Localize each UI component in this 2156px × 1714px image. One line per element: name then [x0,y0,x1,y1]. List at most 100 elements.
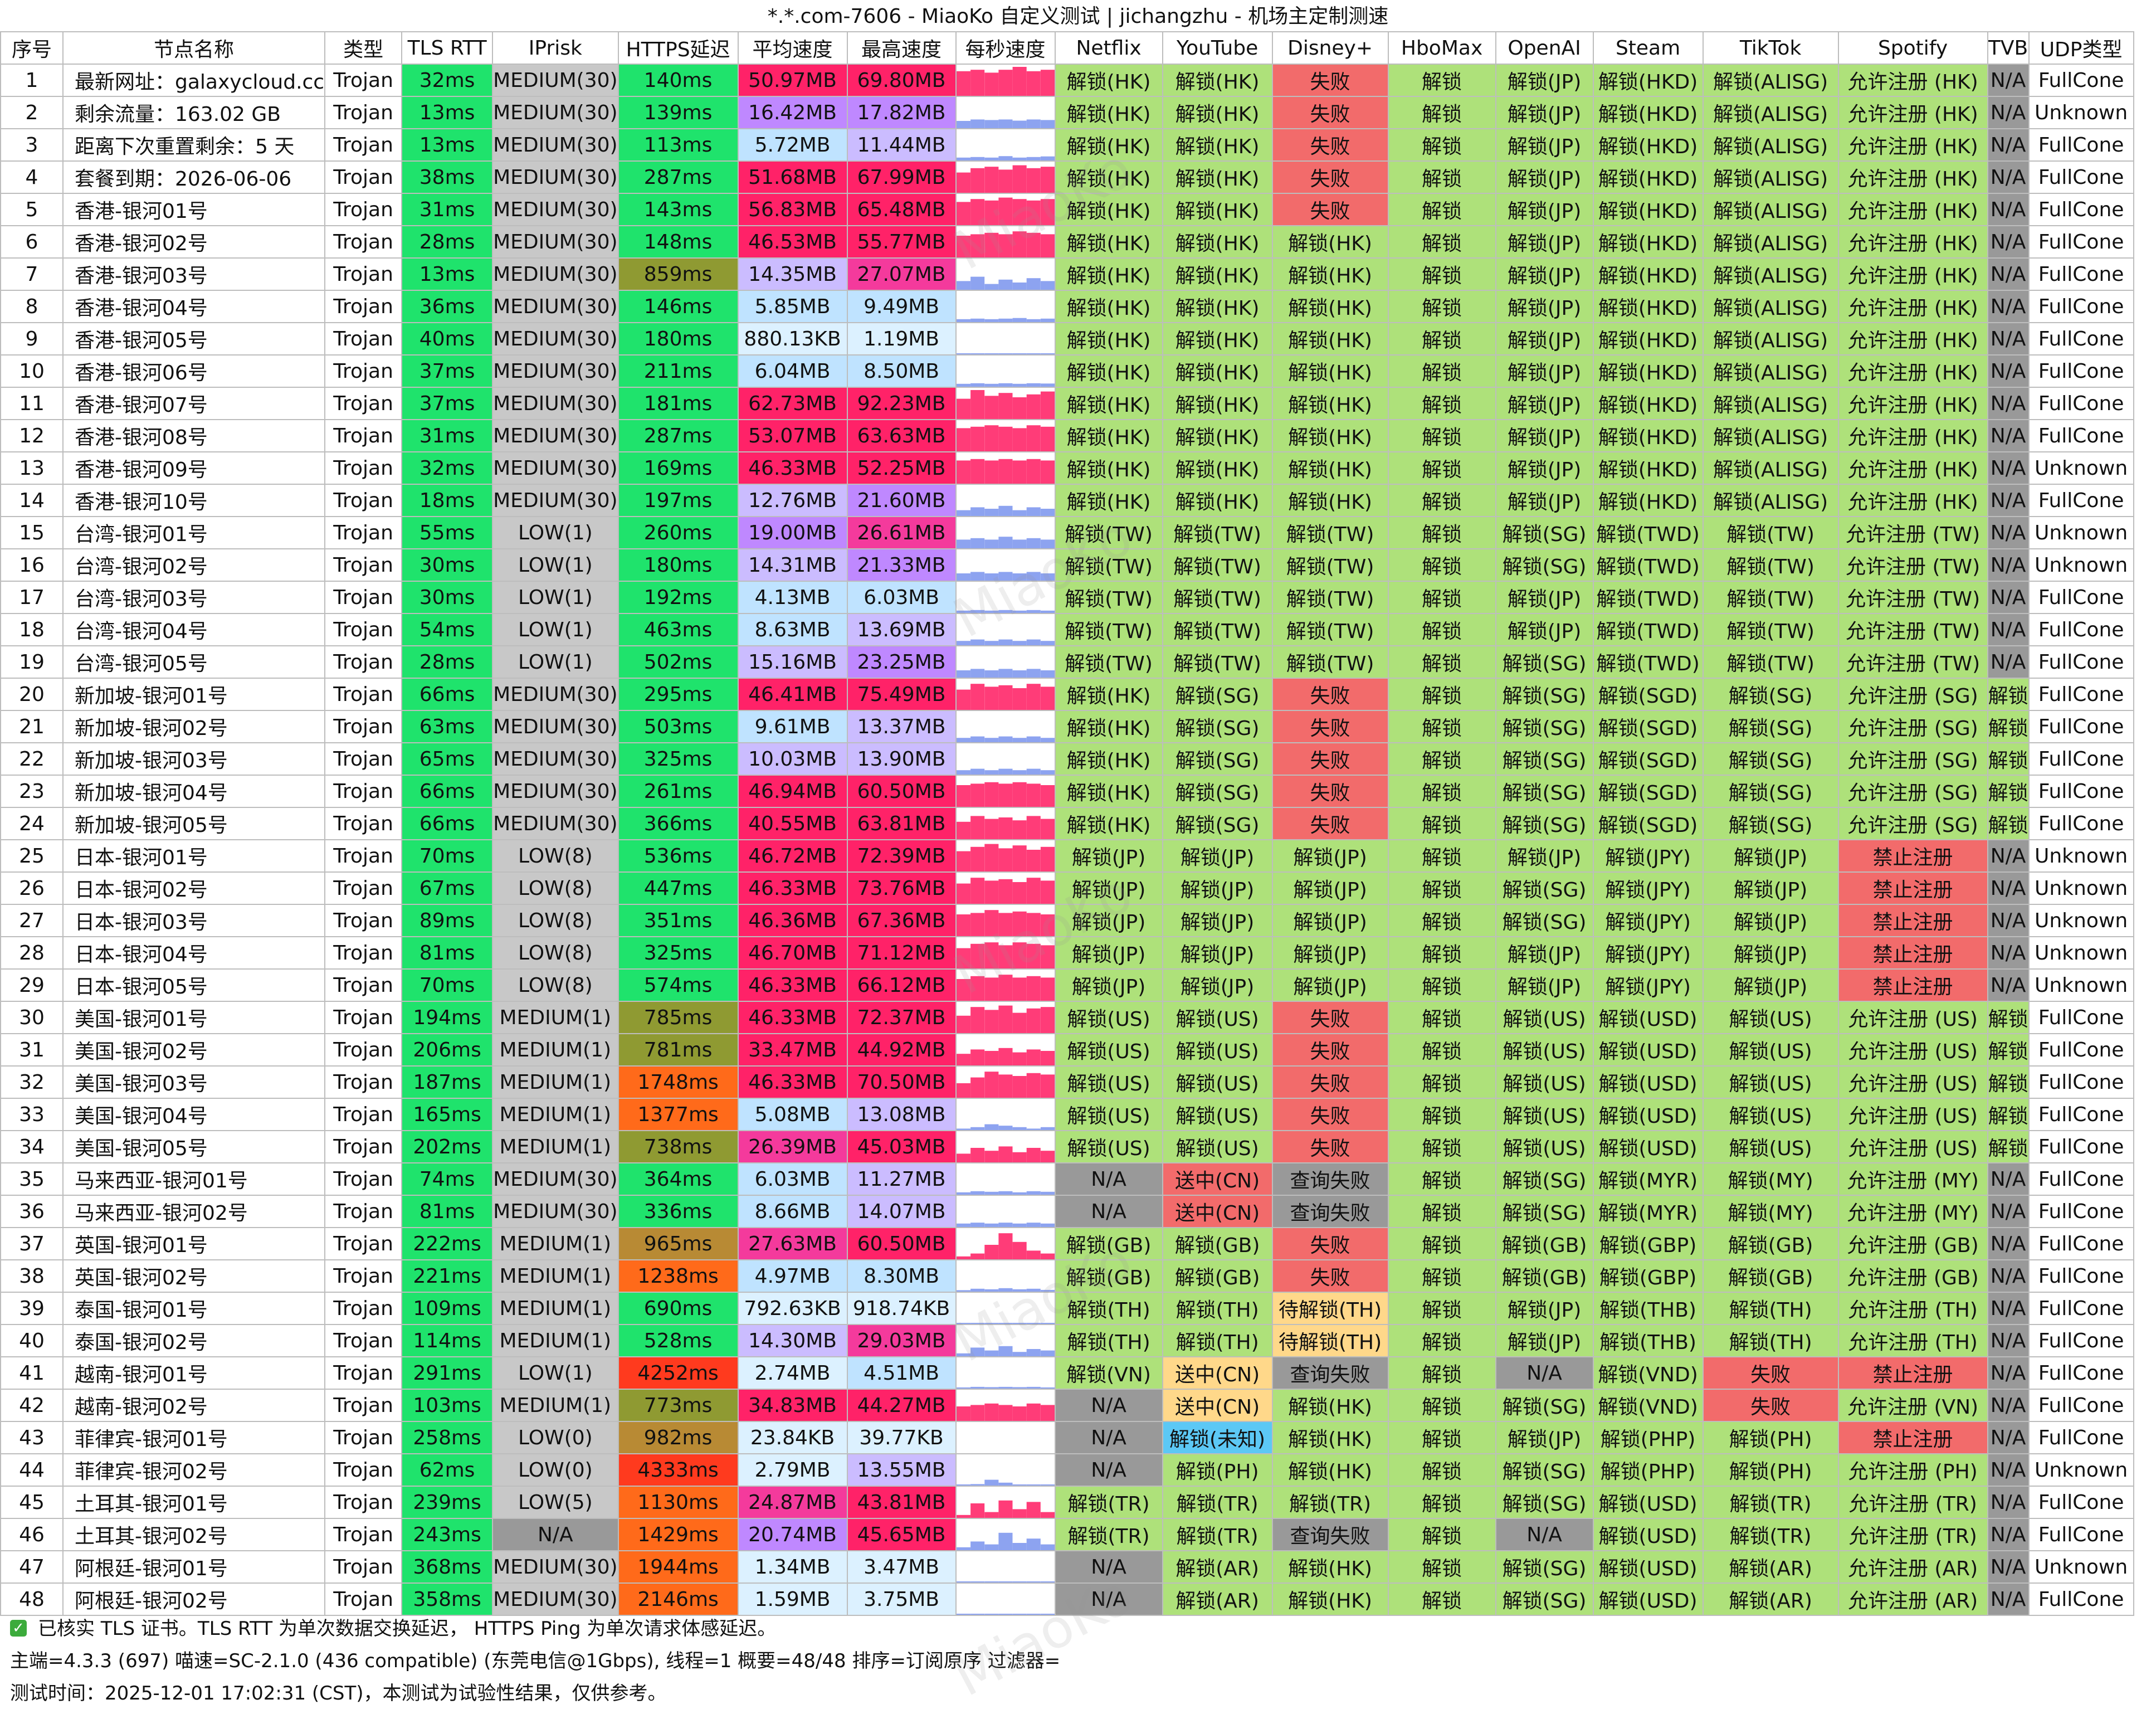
table-row[interactable]: 19 台湾-银河05号 Trojan 28ms LOW(1) 502ms 15.16MB 23… [0,645,2134,679]
header-udp-type[interactable]: UDP类型 [2028,31,2134,65]
table-row[interactable]: 48 阿根廷-银河02号 Trojan 358ms MEDIUM(30) 2146ms 1.… [0,1582,2134,1616]
table-row[interactable]: 47 阿根廷-银河01号 Trojan 368ms MEDIUM(30) 1944ms 1.… [0,1550,2134,1584]
table-row[interactable]: 18 台湾-银河04号 Trojan 54ms LOW(1) 463ms 8.63MB 13.… [0,613,2134,646]
table-row[interactable]: 29 日本-银河05号 Trojan 70ms LOW(8) 574ms 46.33MB 66… [0,968,2134,1002]
header-netflix[interactable]: Netflix [1054,31,1163,65]
table-row[interactable]: 3 距离下次重置剩余：5 天 Trojan 13ms MEDIUM(30) 113ms 5.… [0,128,2134,162]
table-row[interactable]: 8 香港-银河04号 Trojan 36ms MEDIUM(30) 146ms 5.85MB… [0,290,2134,323]
table-row[interactable]: 2 剩余流量：163.02 GB Trojan 13ms MEDIUM(30) 139ms… [0,96,2134,129]
footer-tls-note: ✓ 已核实 TLS 证书。TLS RTT 为单次数据交换延迟， HTTPS Pin… [0,1613,2156,1645]
table-row[interactable]: 24 新加坡-银河05号 Trojan 66ms MEDIUM(30) 366ms 40.5… [0,807,2134,840]
table-row[interactable]: 23 新加坡-银河04号 Trojan 66ms MEDIUM(30) 261ms 46.9… [0,775,2134,808]
cell-tvb: N/A [1987,1486,2030,1519]
table-row[interactable]: 20 新加坡-银河01号 Trojan 66ms MEDIUM(30) 295ms 46.4… [0,678,2134,711]
table-row[interactable]: 42 越南-银河02号 Trojan 103ms MEDIUM(1) 773ms 34.83… [0,1389,2134,1422]
cell-disney-plus: 失败 [1271,1130,1389,1163]
speed-bar [984,1581,998,1582]
cell-tls-rtt: 13ms [401,128,494,162]
table-row[interactable]: 32 美国-银河03号 Trojan 187ms MEDIUM(1) 1748ms 46.3… [0,1065,2134,1099]
cell-https-latency: 738ms [617,1130,739,1163]
table-row[interactable]: 39 泰国-银河01号 Trojan 109ms MEDIUM(1) 690ms 792.6… [0,1292,2134,1325]
table-row[interactable]: 33 美国-银河04号 Trojan 165ms MEDIUM(1) 1377ms 5.08… [0,1098,2134,1131]
table-row[interactable]: 44 菲律宾-银河02号 Trojan 62ms LOW(0) 4333ms 2.79MB 1… [0,1453,2134,1487]
table-row[interactable]: 14 香港-银河10号 Trojan 18ms MEDIUM(30) 197ms 12.76… [0,484,2134,517]
header-disney-plus[interactable]: Disney+ [1271,31,1389,65]
cell-netflix: 解锁(VN) [1054,1356,1163,1390]
table-row[interactable]: 5 香港-银河01号 Trojan 31ms MEDIUM(30) 143ms 56.83M… [0,193,2134,226]
table-row[interactable]: 40 泰国-银河02号 Trojan 114ms MEDIUM(1) 528ms 14.30… [0,1324,2134,1357]
table-row[interactable]: 37 英国-银河01号 Trojan 222ms MEDIUM(1) 965ms 27.63… [0,1227,2134,1260]
cell-tvb: N/A [1987,419,2030,452]
cell-netflix: 解锁(GB) [1054,1259,1163,1293]
table-row[interactable]: 12 香港-银河08号 Trojan 31ms MEDIUM(30) 287ms 53.07… [0,419,2134,452]
table-row[interactable]: 35 马来西亚-银河01号 Trojan 74ms MEDIUM(30) 364ms 6.0… [0,1162,2134,1196]
cell-max-speed: 21.33MB [846,548,957,582]
table-row[interactable]: 43 菲律宾-银河01号 Trojan 258ms LOW(0) 982ms 23.84KB… [0,1421,2134,1454]
speed-sparkline [957,1191,1054,1194]
speed-sparkline [957,782,1054,806]
speed-bar [970,234,984,257]
cell-per-second-speed [955,64,1056,97]
table-row[interactable]: 9 香港-银河05号 Trojan 40ms MEDIUM(30) 180ms 880.13… [0,322,2134,356]
table-row[interactable]: 34 美国-银河05号 Trojan 202ms MEDIUM(1) 738ms 26.39… [0,1130,2134,1163]
cell-spotify: 禁止注册 [1837,839,1988,873]
table-row[interactable]: 11 香港-银河07号 Trojan 37ms MEDIUM(30) 181ms 62.73… [0,387,2134,420]
table-row[interactable]: 13 香港-银河09号 Trojan 32ms MEDIUM(30) 169ms 46.33… [0,451,2134,485]
table-row[interactable]: 1 最新网址：galaxycloud.cc Trojan 32ms MEDIUM(30)… [0,64,2134,97]
header-openai[interactable]: OpenAI [1495,31,1594,65]
table-row[interactable]: 36 马来西亚-银河02号 Trojan 81ms MEDIUM(30) 336ms 8.6… [0,1195,2134,1228]
speed-bar [984,1479,998,1485]
table-row[interactable]: 38 英国-银河02号 Trojan 221ms MEDIUM(1) 1238ms 4.97… [0,1259,2134,1293]
table-row[interactable]: 46 土耳其-银河02号 Trojan 243ms N/A 1429ms 20.74MB 45… [0,1518,2134,1551]
cell-node-name: 最新网址：galaxycloud.cc [62,64,326,97]
cell-tls-rtt: 358ms [401,1582,494,1616]
speed-bar [984,509,998,515]
header-type[interactable]: 类型 [324,31,403,65]
speed-bar [1026,538,1041,548]
table-row[interactable]: 7 香港-银河03号 Trojan 13ms MEDIUM(30) 859ms 14.35M… [0,257,2134,291]
header-spotify[interactable]: Spotify [1837,31,1988,65]
header-tvb[interactable]: TVB [1987,31,2030,65]
table-row[interactable]: 45 土耳其-银河01号 Trojan 239ms LOW(5) 1130ms 24.87M… [0,1486,2134,1519]
cell-index: 4 [0,160,64,194]
table-row[interactable]: 15 台湾-银河01号 Trojan 55ms LOW(1) 260ms 19.00MB 26… [0,516,2134,549]
cell-hbomax: 解锁 [1387,1356,1496,1390]
table-row[interactable]: 41 越南-银河01号 Trojan 291ms LOW(1) 4252ms 2.74MB 4… [0,1356,2134,1390]
table-row[interactable]: 28 日本-银河04号 Trojan 81ms LOW(8) 325ms 46.70MB 71… [0,936,2134,970]
header-hbomax[interactable]: HboMax [1387,31,1496,65]
header-youtube[interactable]: YouTube [1162,31,1273,65]
table-row[interactable]: 10 香港-银河06号 Trojan 37ms MEDIUM(30) 211ms 6.04M… [0,354,2134,388]
table-row[interactable]: 21 新加坡-银河02号 Trojan 63ms MEDIUM(30) 503ms 9.61… [0,710,2134,743]
table-row[interactable]: 30 美国-银河01号 Trojan 194ms MEDIUM(1) 785ms 46.33… [0,1001,2134,1034]
table-row[interactable]: 4 套餐到期：2026-06-06 Trojan 38ms MEDIUM(30) 287m… [0,160,2134,194]
cell-disney-plus: 失败 [1271,1098,1389,1131]
header-max-speed[interactable]: 最高速度 [846,31,957,65]
table-row[interactable]: 31 美国-银河02号 Trojan 206ms MEDIUM(1) 781ms 33.47… [0,1033,2134,1067]
header-node-name[interactable]: 节点名称 [62,31,326,65]
cell-index: 5 [0,193,64,226]
header-index[interactable]: 序号 [0,31,64,65]
header-per-second-speed[interactable]: 每秒速度 [955,31,1056,65]
table-row[interactable]: 6 香港-银河02号 Trojan 28ms MEDIUM(30) 148ms 46.53M… [0,225,2134,259]
speed-sparkline [957,119,1054,128]
table-row[interactable]: 27 日本-银河03号 Trojan 89ms LOW(8) 351ms 46.36MB 67… [0,904,2134,937]
header-tls-rtt[interactable]: TLS RTT [401,31,494,65]
speed-bar [957,1387,970,1388]
header-https-latency[interactable]: HTTPS延迟 [617,31,739,65]
cell-udp-type: Unknown [2028,904,2134,937]
header-tiktok[interactable]: TikTok [1702,31,1839,65]
header-avg-speed[interactable]: 平均速度 [737,31,848,65]
cell-node-name: 台湾-银河05号 [62,645,326,679]
cell-disney-plus: 解锁(TW) [1271,613,1389,646]
table-row[interactable]: 22 新加坡-银河03号 Trojan 65ms MEDIUM(30) 325ms 10.0… [0,742,2134,776]
header-iprisk[interactable]: IPrisk [492,31,619,65]
table-row[interactable]: 26 日本-银河02号 Trojan 67ms LOW(8) 447ms 46.33MB 73… [0,871,2134,905]
table-row[interactable]: 25 日本-银河01号 Trojan 70ms LOW(8) 536ms 46.72MB 72… [0,839,2134,873]
cell-tiktok: 解锁(GB) [1702,1227,1839,1260]
table-row[interactable]: 17 台湾-银河03号 Trojan 30ms LOW(1) 192ms 4.13MB 6.0… [0,581,2134,614]
cell-openai: 解锁(JP) [1495,1421,1594,1454]
cell-openai: 解锁(JP) [1495,128,1594,162]
cell-iprisk: LOW(8) [492,839,619,873]
table-row[interactable]: 16 台湾-银河02号 Trojan 30ms LOW(1) 180ms 14.31MB 21… [0,548,2134,582]
header-steam[interactable]: Steam [1592,31,1704,65]
